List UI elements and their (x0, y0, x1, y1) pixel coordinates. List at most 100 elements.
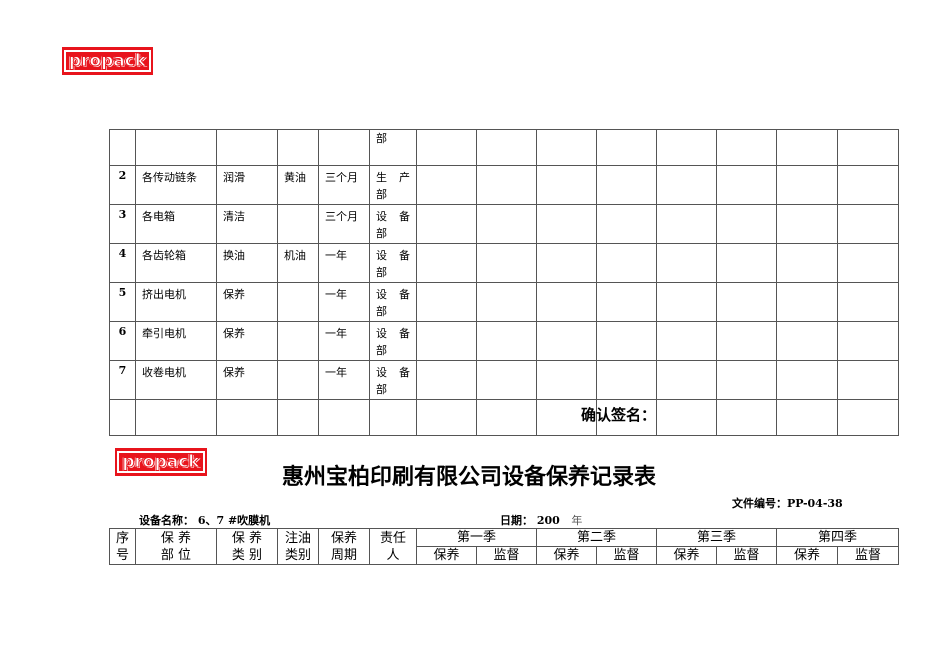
period-cell: 一年 (318, 282, 370, 322)
record-cell[interactable] (716, 204, 777, 244)
record-cell[interactable] (656, 321, 717, 361)
row-number: 4 (109, 243, 136, 283)
header-maintain: 保养 (776, 546, 839, 565)
oil-cell (277, 282, 319, 322)
header-maintain: 保养 (656, 546, 718, 565)
record-cell[interactable] (476, 243, 537, 283)
record-cell[interactable] (716, 321, 777, 361)
record-cell[interactable] (536, 243, 597, 283)
date-unit: 年 (571, 514, 583, 527)
record-cell[interactable] (596, 282, 657, 322)
date-label: 日期： (500, 514, 533, 527)
header-part: 保 养部 位 (135, 528, 217, 565)
record-cell[interactable] (716, 243, 777, 283)
record-cell[interactable] (656, 360, 717, 400)
header-responsible: 责任人 (369, 528, 417, 565)
record-cell[interactable] (596, 204, 657, 244)
header-type: 保 养类 别 (216, 528, 278, 565)
record-cell[interactable] (776, 360, 838, 400)
dept-cell: 设备部 (369, 282, 417, 322)
record-cell[interactable] (656, 165, 717, 205)
logo-text: propack (122, 452, 200, 472)
record-cell[interactable] (416, 321, 477, 361)
record-cell[interactable] (656, 204, 717, 244)
table-row: 4 各齿轮箱 换油 机油 一年 设备部 (109, 243, 899, 283)
period-cell: 一年 (318, 321, 370, 361)
record-cell[interactable] (476, 282, 537, 322)
header-supervise: 监督 (716, 546, 778, 565)
period-cell: 一年 (318, 360, 370, 400)
record-cell[interactable] (416, 165, 477, 205)
record-cell[interactable] (776, 282, 838, 322)
header-q1: 第一季 (415, 528, 538, 547)
record-cell[interactable] (837, 321, 899, 361)
header-q3: 第三季 (656, 528, 778, 547)
part-cell: 各传动链条 (135, 165, 217, 205)
record-cell[interactable] (776, 165, 838, 205)
table-row: 部 (109, 129, 899, 166)
record-cell[interactable] (716, 360, 777, 400)
record-cell[interactable] (776, 321, 838, 361)
record-cell[interactable] (476, 204, 537, 244)
oil-cell: 黄油 (277, 165, 319, 205)
record-cell[interactable] (536, 321, 597, 361)
record-cell[interactable] (416, 243, 477, 283)
part-cell: 挤出电机 (135, 282, 217, 322)
record-cell[interactable] (416, 360, 477, 400)
dept-cell: 设备部 (369, 360, 417, 400)
record-cell[interactable] (416, 282, 477, 322)
type-cell: 保养 (216, 321, 278, 361)
record-cell[interactable] (596, 165, 657, 205)
table-row (109, 399, 899, 436)
logo-text: propack (68, 51, 147, 71)
record-cell[interactable] (656, 243, 717, 283)
header-maintain: 保养 (536, 546, 598, 565)
type-cell: 保养 (216, 360, 278, 400)
table-row: 6 牵引电机 保养 一年 设备部 (109, 321, 899, 361)
record-cell[interactable] (536, 204, 597, 244)
record-cell[interactable] (596, 360, 657, 400)
record-cell[interactable] (596, 321, 657, 361)
header-period: 保养 周期 (318, 528, 370, 565)
record-cell[interactable] (476, 321, 537, 361)
period-cell: 三个月 (318, 165, 370, 205)
record-cell[interactable] (716, 282, 777, 322)
part-cell: 牵引电机 (135, 321, 217, 361)
header-maintain: 保养 (416, 546, 477, 565)
dept-cell: 设备部 (369, 204, 417, 244)
maintenance-table-header: 序号 保 养部 位 保 养类 别 注油 类别 保养 周期 责任人 第一季 第二季 第… (109, 528, 900, 565)
record-cell[interactable] (776, 243, 838, 283)
row-number: 7 (109, 360, 136, 400)
row-number: 2 (109, 165, 136, 205)
type-cell: 清洁 (216, 204, 278, 244)
record-cell[interactable] (476, 165, 537, 205)
record-cell[interactable] (536, 165, 597, 205)
record-cell[interactable] (416, 204, 477, 244)
record-cell[interactable] (536, 360, 597, 400)
header-q2: 第二季 (536, 528, 658, 547)
record-cell[interactable] (476, 360, 537, 400)
record-cell[interactable] (656, 282, 717, 322)
record-cell[interactable] (837, 204, 899, 244)
date-year: 200 (536, 514, 560, 527)
header-supervise: 监督 (596, 546, 658, 565)
date-field: 日期： 200 年 (500, 512, 582, 528)
record-cell[interactable] (837, 282, 899, 322)
row-number: 6 (109, 321, 136, 361)
type-cell: 换油 (216, 243, 278, 283)
row-number: 3 (109, 204, 136, 244)
record-cell[interactable] (837, 360, 899, 400)
record-cell[interactable] (776, 204, 838, 244)
record-cell[interactable] (716, 165, 777, 205)
propack-logo: propack (115, 448, 207, 476)
period-cell: 三个月 (318, 204, 370, 244)
table-row: 5 挤出电机 保养 一年 设备部 (109, 282, 899, 322)
record-cell[interactable] (837, 243, 899, 283)
record-cell[interactable] (536, 282, 597, 322)
header-oil: 注油 类别 (277, 528, 319, 565)
oil-cell (277, 360, 319, 400)
record-cell[interactable] (596, 243, 657, 283)
record-cell[interactable] (837, 165, 899, 205)
confirm-signature-label: 确认签名： (581, 406, 657, 424)
oil-cell (277, 204, 319, 244)
